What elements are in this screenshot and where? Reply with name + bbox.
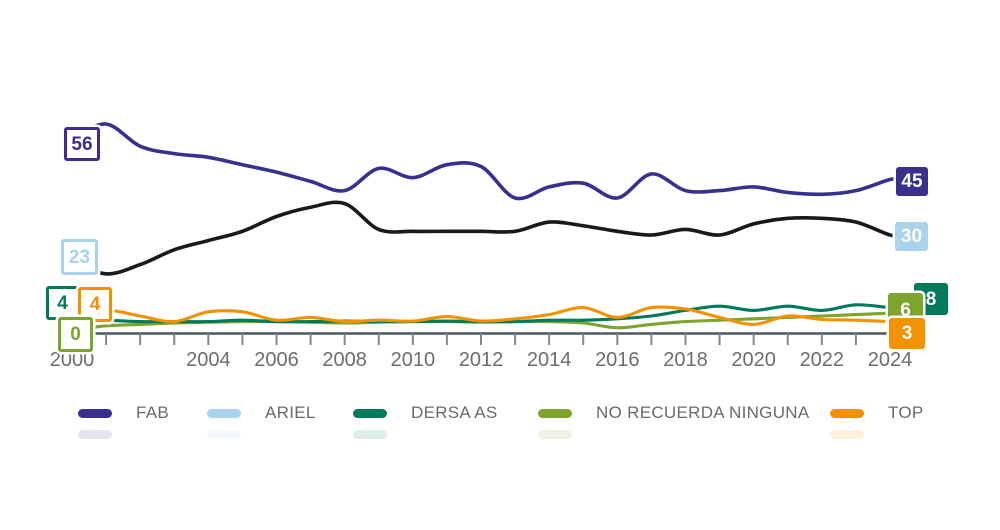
legend-label-no-recuerda-ninguna: NO RECUERDA NINGUNA xyxy=(596,403,810,422)
no-recuerda-start-value-badge: 0 xyxy=(58,317,93,352)
x-axis-label: 2022 xyxy=(800,349,845,371)
legend-swatch-no-recuerda-ninguna xyxy=(538,408,572,439)
x-axis-label: 2000 xyxy=(50,349,95,371)
series-line-fab xyxy=(62,122,904,201)
fab-end-value-badge: 45 xyxy=(896,167,928,196)
no-recuerda-end-value: 6 xyxy=(900,300,911,321)
chart-legend: FAB ARIEL DERSA AS NO RECUERDA NINGUNA T… xyxy=(0,401,1000,441)
dersa-as-start-value: 4 xyxy=(57,292,68,314)
legend-label-fab: FAB xyxy=(136,403,170,422)
top-end-value-badge: 3 xyxy=(889,318,925,349)
top-start-value: 4 xyxy=(89,294,101,315)
fab-start-value: 56 xyxy=(71,133,93,155)
ariel-end-value: 30 xyxy=(900,226,923,247)
x-axis-label: 2008 xyxy=(322,349,367,371)
series-line-ariel xyxy=(62,200,904,276)
legend-swatch-ariel xyxy=(207,408,241,439)
x-axis-label: 2010 xyxy=(391,349,436,371)
x-axis-label: 2012 xyxy=(459,349,504,371)
x-axis-label: 2006 xyxy=(254,349,299,371)
x-axis-label: 2014 xyxy=(527,349,572,371)
legend-item-no-recuerda-ninguna[interactable]: NO RECUERDA NINGUNA xyxy=(538,401,810,439)
legend-label-top: TOP xyxy=(888,403,924,422)
top-start-value-badge: 4 xyxy=(78,287,112,322)
fab-end-value: 45 xyxy=(901,171,923,192)
x-axis-label: 2018 xyxy=(663,349,708,371)
x-axis-label: 2004 xyxy=(186,349,231,371)
legend-item-dersa-as[interactable]: DERSA AS xyxy=(353,401,498,439)
legend-label-ariel: ARIEL xyxy=(265,403,316,422)
ariel-start-value-badge: 23 xyxy=(61,239,98,275)
ariel-end-value-badge: 30 xyxy=(895,222,928,251)
dersa-as-end-value: 8 xyxy=(925,288,937,310)
legend-item-top[interactable]: TOP xyxy=(830,401,924,439)
legend-label-dersa-as: DERSA AS xyxy=(411,403,498,422)
ariel-start-value: 23 xyxy=(68,246,91,268)
no-recuerda-start-value: 0 xyxy=(70,324,81,345)
series-line-top xyxy=(62,305,904,326)
legend-swatch-dersa-as xyxy=(353,408,387,439)
legend-item-ariel[interactable]: ARIEL xyxy=(207,401,316,439)
x-axis-label: 2020 xyxy=(731,349,776,371)
fab-start-value-badge: 56 xyxy=(64,127,100,161)
legend-swatch-fab xyxy=(78,408,112,439)
x-axis-label: 2016 xyxy=(595,349,640,371)
x-axis-label: 2024 xyxy=(868,349,913,371)
top-end-value: 3 xyxy=(901,323,913,344)
legend-item-fab[interactable]: FAB xyxy=(78,401,170,439)
dersa-as-start-value-badge: 4 xyxy=(46,286,79,320)
legend-swatch-top xyxy=(830,408,864,439)
